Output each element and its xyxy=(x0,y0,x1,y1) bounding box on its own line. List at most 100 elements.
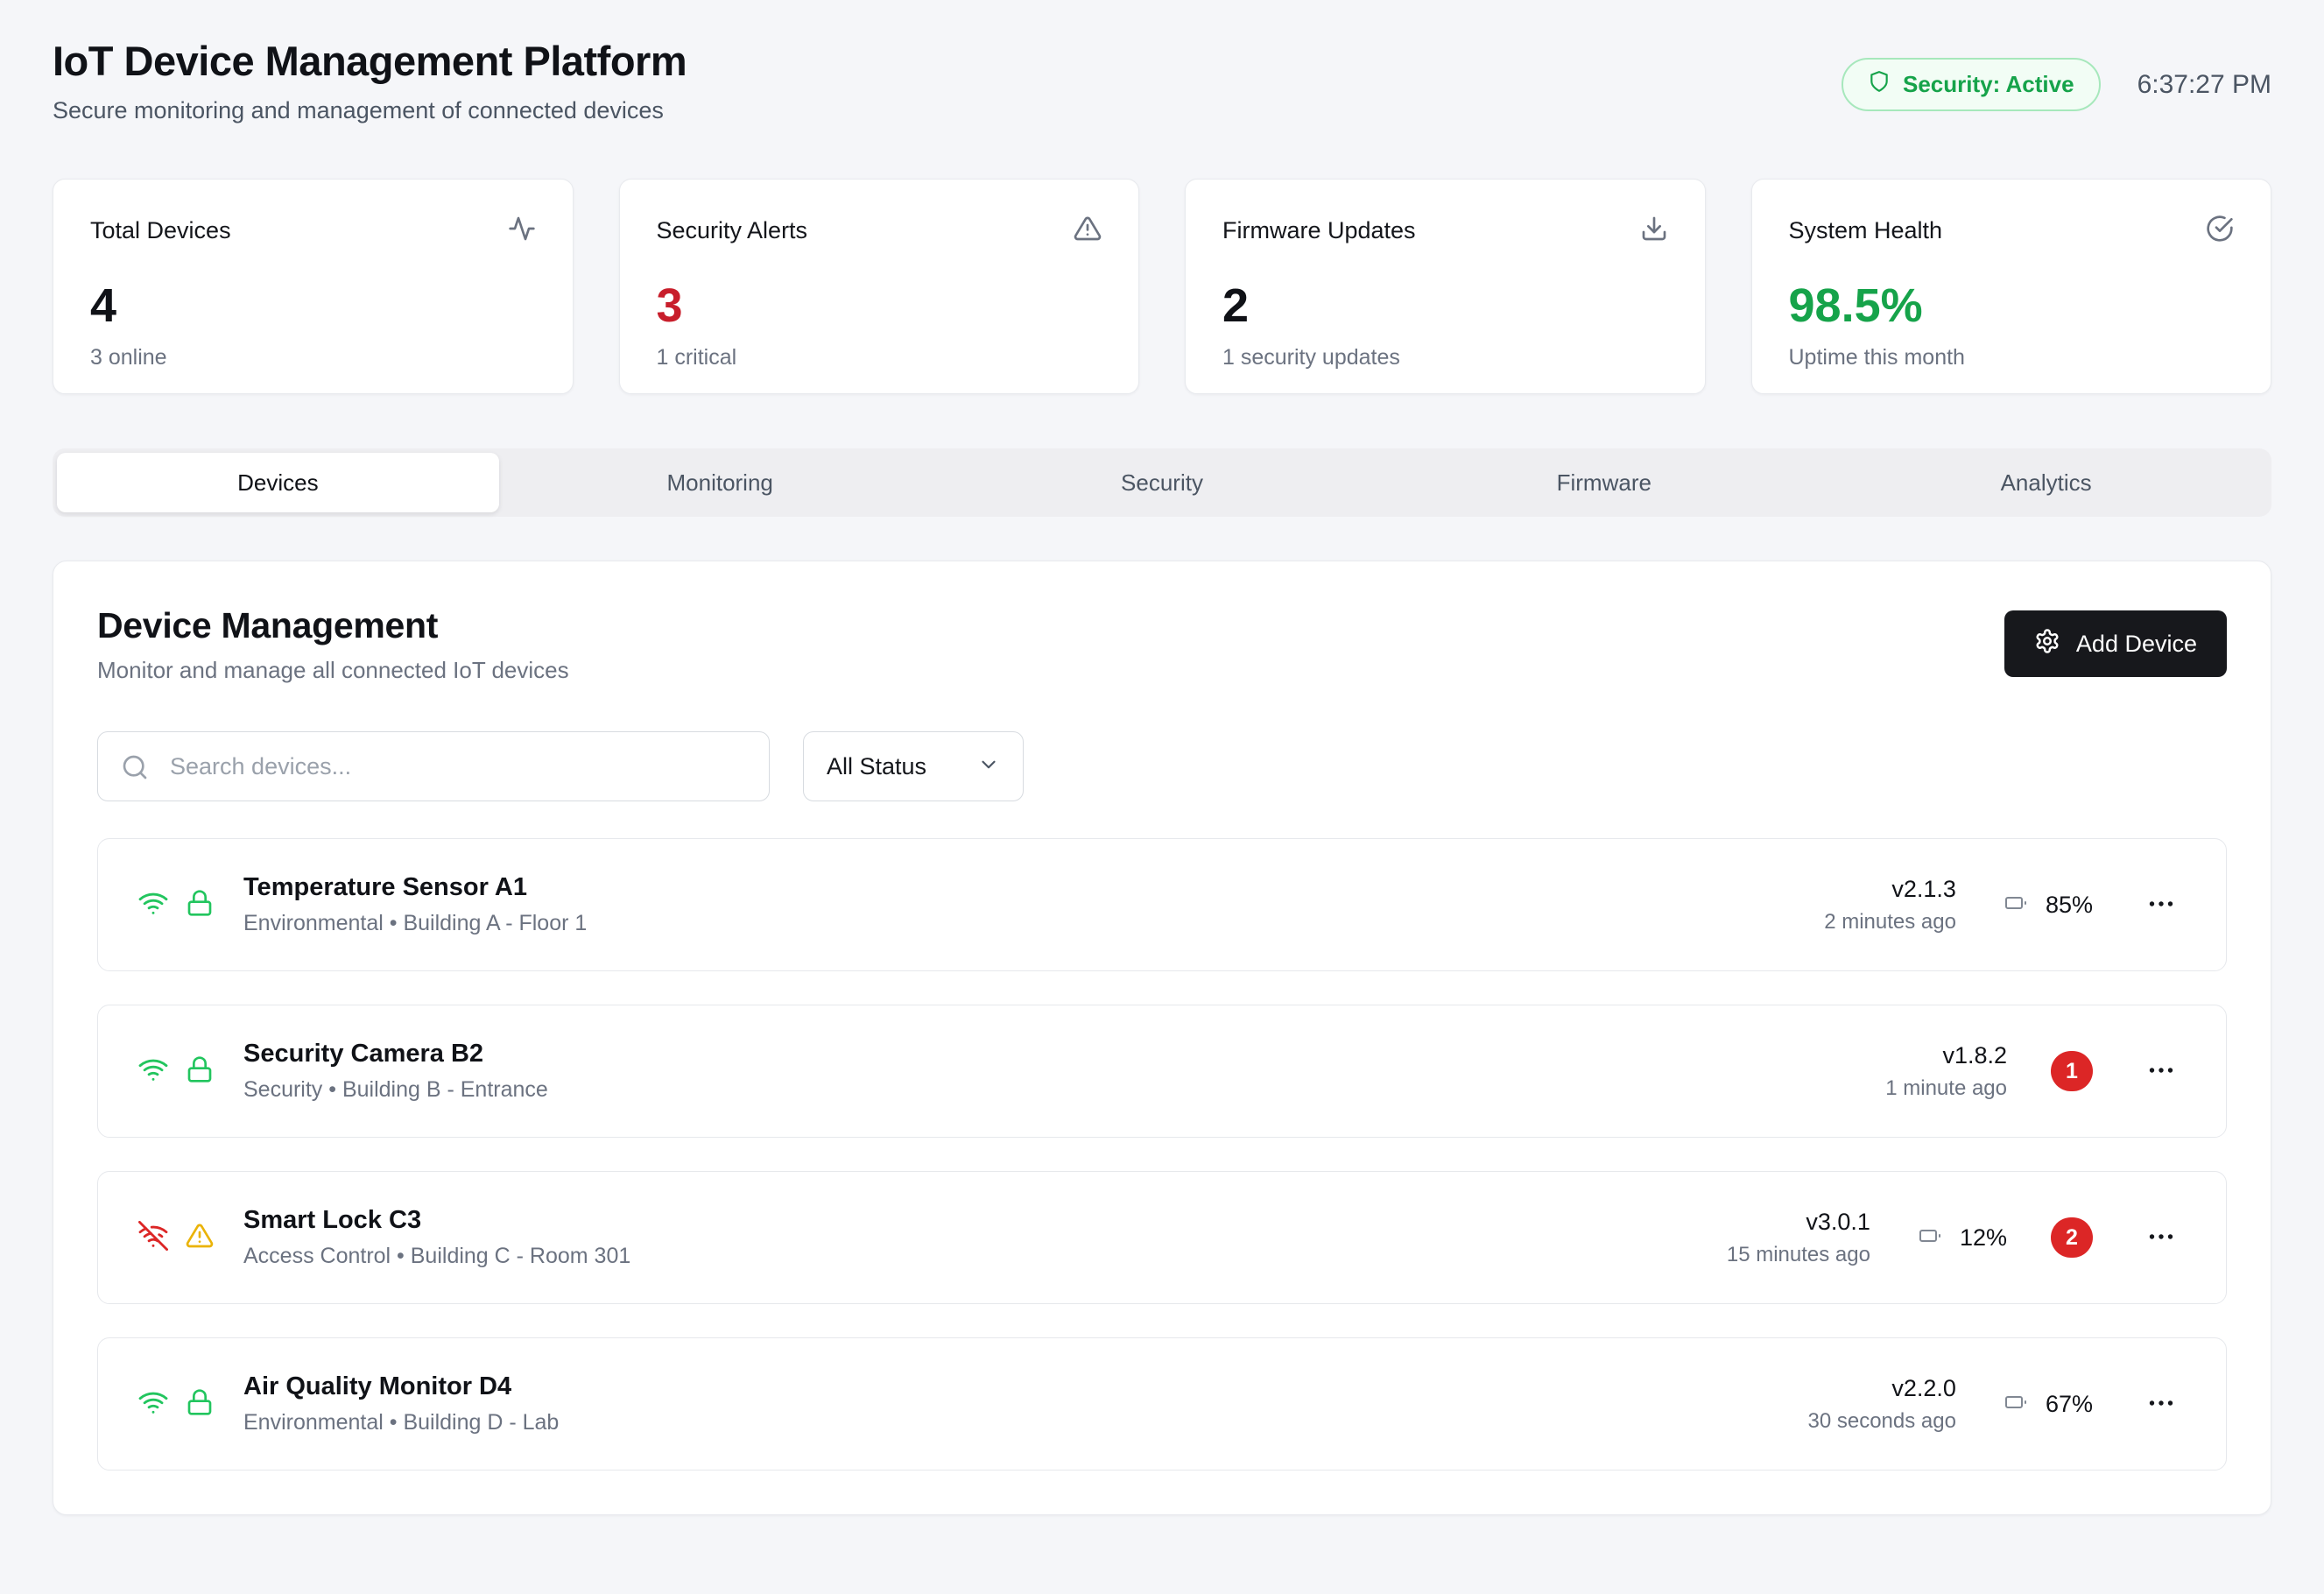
tab-security[interactable]: Security xyxy=(1121,469,1203,496)
stat-caption: 3 online xyxy=(90,345,167,370)
more-options-button[interactable] xyxy=(2137,1212,2186,1264)
panel-titles: Device Management Monitor and manage all… xyxy=(97,605,569,684)
panel-subtitle: Monitor and manage all connected IoT dev… xyxy=(97,657,569,683)
shield-icon xyxy=(1868,70,1891,99)
battery-icon xyxy=(1914,1225,1946,1251)
alert-count-badge: 2 xyxy=(2051,1217,2093,1258)
tab-bar: Devices Monitoring Security Firmware Ana… xyxy=(53,448,2271,517)
stat-title: Total Devices xyxy=(90,217,231,243)
device-meta: Environmental • Building D - Lab xyxy=(243,1410,560,1435)
stat-cards: Total Devices 4 3 online Security Alerts… xyxy=(53,179,2271,394)
battery-indicator: 85% xyxy=(2000,892,2093,919)
add-device-label: Add Device xyxy=(2075,630,2197,657)
lock-icon xyxy=(186,1055,214,1088)
ellipsis-icon xyxy=(2145,888,2177,922)
device-meta: Security • Building B - Entrance xyxy=(243,1077,548,1102)
clock: 6:37:27 PM xyxy=(2137,69,2271,99)
firmware-version: v2.1.3 xyxy=(1891,875,1956,902)
more-options-button[interactable] xyxy=(2137,1379,2186,1430)
device-meta: Environmental • Building A - Floor 1 xyxy=(243,911,588,935)
stat-value: 98.5% xyxy=(1788,279,1923,332)
tab-devices[interactable]: Devices xyxy=(57,453,499,512)
wifi-icon xyxy=(138,1387,168,1421)
last-seen: 30 seconds ago xyxy=(1807,1408,1956,1433)
stat-title: Security Alerts xyxy=(656,217,808,243)
stat-value: 2 xyxy=(1222,279,1250,332)
activity-icon xyxy=(508,215,536,247)
tab-analytics[interactable]: Analytics xyxy=(2000,469,2092,496)
stat-caption: Uptime this month xyxy=(1788,345,1965,370)
tab-monitoring[interactable]: Monitoring xyxy=(666,469,773,496)
warning-triangle-icon xyxy=(186,1222,214,1254)
panel-title: Device Management xyxy=(97,605,439,645)
security-status-badge: Security: Active xyxy=(1842,58,2101,111)
header-titles: IoT Device Management Platform Secure mo… xyxy=(53,37,687,124)
stat-title: Firmware Updates xyxy=(1222,217,1416,243)
more-options-button[interactable] xyxy=(2137,1046,2186,1097)
gear-icon xyxy=(2034,628,2060,660)
header-right: Security: Active 6:37:27 PM xyxy=(1842,58,2271,111)
firmware-version: v3.0.1 xyxy=(1806,1208,1870,1235)
ellipsis-icon xyxy=(2145,1387,2177,1421)
stat-card-system-health: System Health 98.5% Uptime this month xyxy=(1750,179,2271,394)
device-name: Smart Lock C3 xyxy=(243,1206,422,1234)
firmware-version: v1.8.2 xyxy=(1942,1041,2007,1069)
battery-indicator: 12% xyxy=(1914,1224,2007,1252)
check-circle-icon xyxy=(2206,215,2234,247)
stat-value: 4 xyxy=(90,279,117,332)
battery-percent: 85% xyxy=(2045,891,2093,918)
device-management-panel: Device Management Monitor and manage all… xyxy=(53,561,2271,1515)
device-row-temperature-sensor-a1[interactable]: Temperature Sensor A1 Environmental • Bu… xyxy=(97,838,2227,971)
add-device-button[interactable]: Add Device xyxy=(2004,610,2227,677)
battery-icon xyxy=(2000,1392,2032,1417)
device-row-air-quality-monitor-d4[interactable]: Air Quality Monitor D4 Environmental • B… xyxy=(97,1337,2227,1471)
device-row-smart-lock-c3[interactable]: Smart Lock C3 Access Control • Building … xyxy=(97,1171,2227,1304)
device-name: Temperature Sensor A1 xyxy=(243,873,527,901)
chevron-down-icon xyxy=(977,753,1000,780)
firmware-version: v2.2.0 xyxy=(1891,1374,1956,1401)
lock-icon xyxy=(186,1388,214,1421)
status-filter-select[interactable]: All Status xyxy=(803,731,1024,801)
filter-row: All Status xyxy=(97,731,2227,801)
stat-value: 3 xyxy=(656,279,683,332)
search-icon xyxy=(121,753,149,786)
ellipsis-icon xyxy=(2145,1221,2177,1255)
stat-caption: 1 critical xyxy=(656,345,737,370)
stat-card-firmware-updates: Firmware Updates 2 1 security updates xyxy=(1185,179,1706,394)
last-seen: 15 minutes ago xyxy=(1726,1242,1870,1266)
security-status-label: Security: Active xyxy=(1903,71,2074,97)
battery-icon xyxy=(2000,892,2032,918)
stat-card-security-alerts: Security Alerts 3 1 critical xyxy=(618,179,1139,394)
status-filter-value: All Status xyxy=(827,752,927,779)
wifi-icon xyxy=(138,888,168,922)
alert-count-badge: 1 xyxy=(2051,1051,2093,1091)
stat-title: System Health xyxy=(1788,217,1943,243)
page-subtitle: Secure monitoring and management of conn… xyxy=(53,97,664,123)
battery-percent: 12% xyxy=(1959,1224,2007,1251)
tab-firmware[interactable]: Firmware xyxy=(1556,469,1651,496)
download-icon xyxy=(1640,215,1668,247)
alert-triangle-icon xyxy=(1074,215,1102,247)
page-title: IoT Device Management Platform xyxy=(53,38,687,84)
wifi-icon xyxy=(138,1054,168,1089)
stat-caption: 1 security updates xyxy=(1222,345,1400,370)
last-seen: 2 minutes ago xyxy=(1824,909,1956,934)
device-name: Air Quality Monitor D4 xyxy=(243,1372,512,1400)
battery-percent: 67% xyxy=(2045,1390,2093,1417)
battery-indicator: 67% xyxy=(2000,1391,2093,1418)
stat-card-total-devices: Total Devices 4 3 online xyxy=(53,179,574,394)
more-options-button[interactable] xyxy=(2137,879,2186,931)
device-meta: Access Control • Building C - Room 301 xyxy=(243,1244,631,1268)
panel-header: Device Management Monitor and manage all… xyxy=(97,605,2227,684)
search-input[interactable] xyxy=(98,732,769,801)
header: IoT Device Management Platform Secure mo… xyxy=(53,37,2271,124)
ellipsis-icon xyxy=(2145,1054,2177,1089)
device-row-security-camera-b2[interactable]: Security Camera B2 Security • Building B… xyxy=(97,1005,2227,1138)
search-box xyxy=(97,731,770,801)
last-seen: 1 minute ago xyxy=(1885,1076,2007,1100)
device-list: Temperature Sensor A1 Environmental • Bu… xyxy=(97,838,2227,1471)
lock-icon xyxy=(186,889,214,921)
wifi-off-icon xyxy=(138,1220,168,1255)
device-name: Security Camera B2 xyxy=(243,1040,484,1068)
